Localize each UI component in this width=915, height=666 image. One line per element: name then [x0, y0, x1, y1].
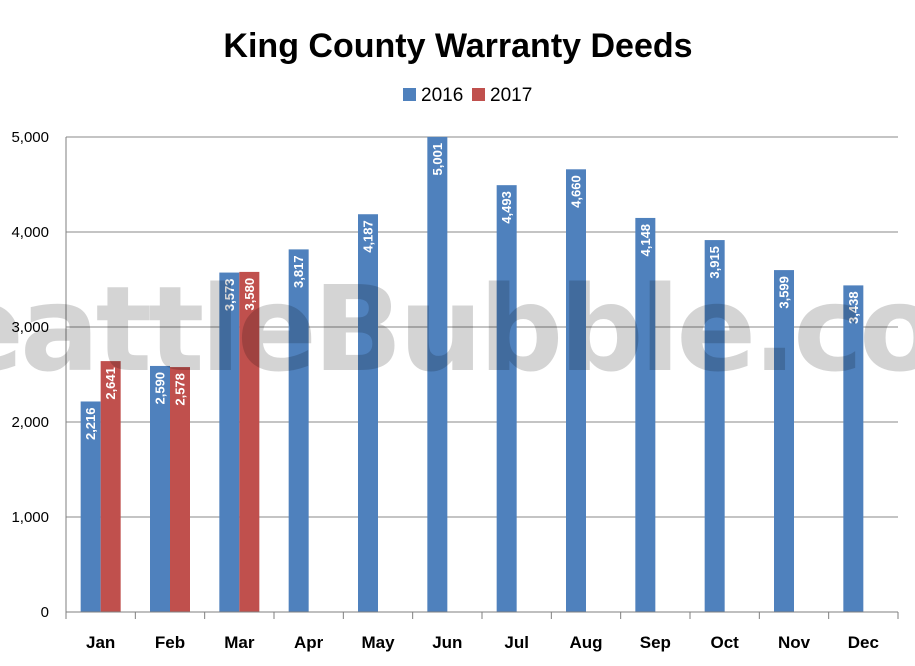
data-label-2017-mar: 3,580 — [242, 278, 257, 311]
data-label-2016-nov: 3,599 — [777, 276, 792, 309]
bar-2017-feb — [170, 367, 190, 612]
x-tick-label: Aug — [569, 633, 602, 652]
y-tick-label: 1,000 — [11, 509, 49, 526]
bar-2017-mar — [239, 271, 260, 612]
data-label-2016-aug: 4,660 — [569, 175, 584, 208]
data-label-2016-jun: 5,001 — [430, 143, 445, 176]
data-label-2016-jul: 4,493 — [499, 191, 514, 224]
bar-2016-nov — [774, 270, 794, 612]
y-tick-label: 2,000 — [11, 414, 49, 431]
data-label-2016-oct: 3,915 — [707, 246, 722, 279]
bars — [80, 136, 864, 613]
legend-swatch-2016 — [403, 88, 416, 101]
data-label-2016-apr: 3,817 — [291, 255, 306, 288]
x-tick-label: Oct — [710, 633, 739, 652]
chart-title: King County Warranty Deeds — [223, 27, 692, 65]
x-tick-label: Jun — [432, 633, 462, 652]
bar-2016-oct — [704, 240, 725, 612]
data-label-2016-mar: 3,573 — [222, 279, 237, 312]
axes — [65, 137, 899, 619]
legend-swatch-2017 — [472, 88, 485, 101]
x-tick-label: May — [361, 633, 395, 652]
data-labels: 2,216 2,641 2,590 2,578 3,573 3,580 3,817 4,187… — [83, 143, 861, 440]
bar-2016-jun — [427, 136, 448, 612]
x-tick-label: Nov — [778, 633, 811, 652]
x-tick-label: Sep — [640, 633, 671, 652]
bar-2016-apr — [288, 249, 309, 612]
data-label-2016-dec: 3,438 — [846, 291, 861, 324]
watermark: SeattleBubble.com — [0, 260, 915, 398]
bar-2016-mar — [219, 272, 240, 612]
x-tick-label: Feb — [155, 633, 185, 652]
bar-2016-dec — [843, 285, 864, 612]
x-axis-tick-labels: Jan Feb Mar Apr May Jun Jul Aug Sep Oct Nov Dec — [86, 633, 879, 652]
x-tick-label: Jan — [86, 633, 115, 652]
x-tick-label: Mar — [224, 633, 255, 652]
data-label-2016-jan: 2,216 — [83, 407, 98, 440]
x-tick-label: Apr — [294, 633, 324, 652]
y-tick-label: 5,000 — [11, 129, 49, 146]
bar-2017-jan — [100, 361, 121, 612]
y-tick-label: 3,000 — [11, 319, 49, 336]
bar-2016-aug — [566, 169, 586, 613]
bar-2016-jul — [496, 185, 517, 613]
legend-label-2017: 2017 — [490, 85, 532, 106]
legend: 2016 2017 — [403, 85, 532, 106]
y-tick-label: 4,000 — [11, 224, 49, 241]
data-label-2017-feb: 2,578 — [173, 373, 188, 406]
bar-2016-may — [358, 214, 378, 613]
x-tick-label: Jul — [504, 633, 529, 652]
data-label-2016-feb: 2,590 — [153, 372, 168, 405]
bar-2016-feb — [150, 365, 170, 612]
bar-2016-sep — [635, 217, 656, 612]
bar-2016-jan — [80, 401, 101, 612]
data-label-2017-jan: 2,641 — [103, 367, 118, 400]
x-tick-label: Dec — [848, 633, 879, 652]
y-tick-label: 0 — [41, 604, 49, 621]
data-label-2016-may: 4,187 — [361, 220, 376, 253]
data-label-2016-sep: 4,148 — [638, 224, 653, 257]
y-axis-tick-labels: 0 1,000 2,000 3,000 4,000 5,000 — [11, 129, 49, 621]
legend-label-2016: 2016 — [421, 85, 463, 106]
